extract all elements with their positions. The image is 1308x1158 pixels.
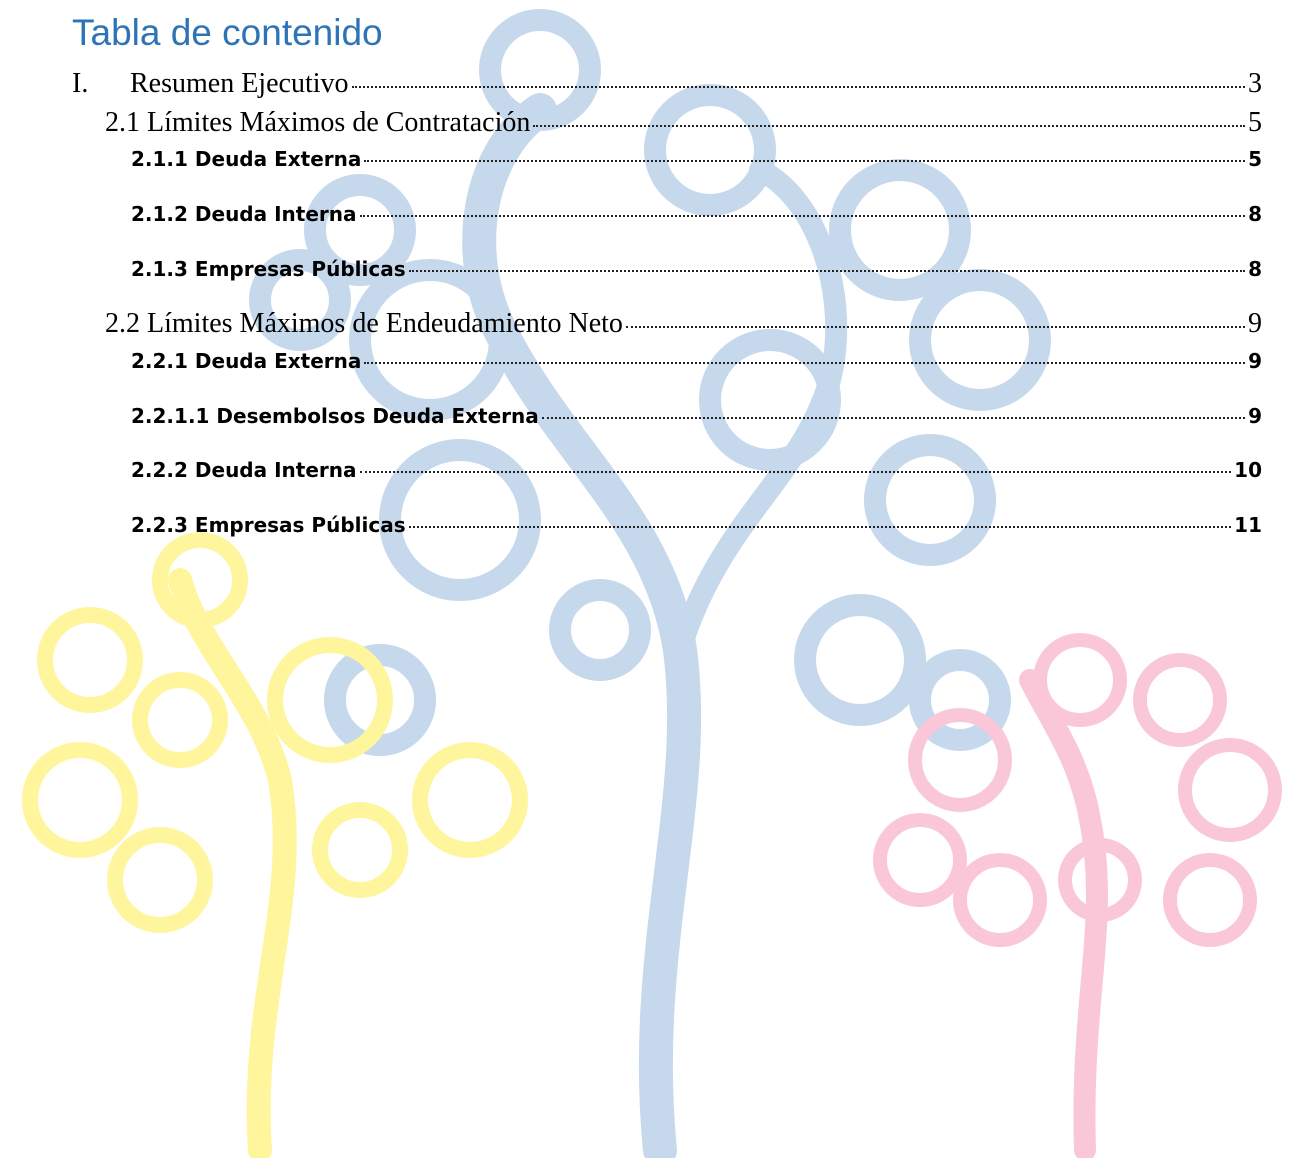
dot-leader xyxy=(408,526,1232,528)
entry-text: 2.1.2 Deuda Interna xyxy=(131,202,357,226)
entry-text: Resumen Ejecutivo xyxy=(130,68,349,99)
toc-entry[interactable]: 2.1.1 Deuda Externa 5 xyxy=(131,147,1262,171)
toc-entry[interactable]: 2.1.3 Empresas Públicas 8 xyxy=(131,257,1262,281)
toc-entry[interactable]: 2.1.2 Deuda Interna 8 xyxy=(131,202,1262,226)
entry-page: 9 xyxy=(1248,404,1262,428)
toc-entry[interactable]: 2.2 Límites Máximos de Endeudamiento Net… xyxy=(105,308,1262,340)
entry-text: 2.1.1 Deuda Externa xyxy=(131,147,362,171)
dot-leader xyxy=(359,471,1232,473)
dot-leader xyxy=(408,270,1246,272)
toc-entry[interactable]: 2.2.2 Deuda Interna 10 xyxy=(131,458,1262,482)
dot-leader xyxy=(351,86,1245,88)
entry-text: 2.2.1.1 Desembolsos Deuda Externa xyxy=(131,404,539,428)
dot-leader xyxy=(625,326,1245,328)
entry-page: 11 xyxy=(1234,513,1262,537)
entry-page: 5 xyxy=(1248,147,1262,171)
toc-entry[interactable]: 2.2.1.1 Desembolsos Deuda Externa 9 xyxy=(131,404,1262,428)
entry-text: 2.1.3 Empresas Públicas xyxy=(131,257,406,281)
yellow-tree xyxy=(22,532,528,1158)
entry-text: 2.2.1 Deuda Externa xyxy=(131,349,362,373)
entry-page: 3 xyxy=(1248,68,1262,99)
entry-page: 10 xyxy=(1234,458,1262,482)
entry-text: 2.1 Límites Máximos de Contratación xyxy=(105,107,531,138)
entry-text: 2.2.3 Empresas Públicas xyxy=(131,513,406,537)
entry-number: I. xyxy=(72,68,89,99)
blue-tree xyxy=(249,9,1051,1158)
entry-text: 2.2 Límites Máximos de Endeudamiento Net… xyxy=(105,308,623,339)
toc-entry[interactable]: 2.2.1 Deuda Externa 9 xyxy=(131,349,1262,373)
entry-page: 9 xyxy=(1248,308,1262,339)
pink-tree xyxy=(873,633,1282,1158)
entry-text: 2.2.2 Deuda Interna xyxy=(131,458,357,482)
entry-page: 8 xyxy=(1248,202,1262,226)
entry-page: 8 xyxy=(1248,257,1262,281)
dot-leader xyxy=(533,125,1245,127)
toc-entry[interactable]: I. Resumen Ejecutivo 3 xyxy=(72,68,1262,100)
dot-leader xyxy=(541,417,1246,419)
dot-leader xyxy=(364,362,1246,364)
entry-page: 5 xyxy=(1248,107,1262,138)
toc-entry[interactable]: 2.2.3 Empresas Públicas 11 xyxy=(131,513,1262,537)
entry-page: 9 xyxy=(1248,349,1262,373)
toc-entry[interactable]: 2.1 Límites Máximos de Contratación 5 xyxy=(105,107,1262,139)
dot-leader xyxy=(364,160,1246,162)
dot-leader xyxy=(359,215,1246,217)
toc-title: Tabla de contenido xyxy=(72,12,383,53)
